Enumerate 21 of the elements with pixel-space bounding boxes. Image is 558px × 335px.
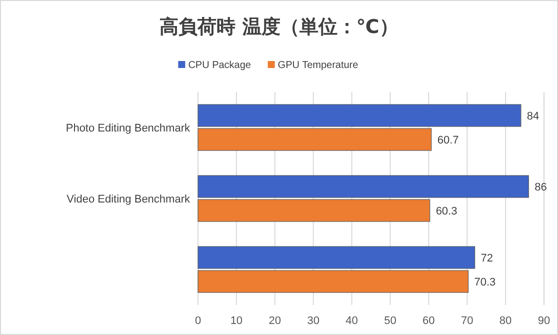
x-tick-label: 20 bbox=[268, 315, 282, 327]
x-tick-label: 80 bbox=[499, 315, 512, 327]
data-label: 60.3 bbox=[436, 206, 458, 218]
data-label: 70.3 bbox=[474, 276, 496, 288]
x-tick-label: 10 bbox=[230, 315, 243, 327]
x-tick-label: 0 bbox=[194, 315, 202, 327]
data-label: 72 bbox=[480, 252, 494, 264]
y-tick-label: Photo Editing Benchmark bbox=[66, 122, 190, 134]
legend-label: GPU Temperature bbox=[278, 60, 359, 71]
x-tick-label: 70 bbox=[460, 315, 474, 327]
chart-title: 高負荷時 温度（単位：℃） bbox=[160, 16, 398, 38]
data-label: 60.7 bbox=[437, 134, 459, 146]
x-tick-label: 50 bbox=[384, 315, 396, 327]
x-tick-label: 90 bbox=[538, 315, 550, 327]
x-tick-label: 60 bbox=[422, 315, 435, 327]
data-label: 84 bbox=[526, 110, 540, 122]
y-tick-label: Video Editing Benchmark bbox=[66, 194, 190, 206]
legend-label: CPU Package bbox=[188, 60, 252, 71]
x-tick-label: 40 bbox=[346, 315, 358, 327]
data-label: 86 bbox=[534, 182, 547, 194]
x-tick-label: 30 bbox=[307, 315, 320, 327]
